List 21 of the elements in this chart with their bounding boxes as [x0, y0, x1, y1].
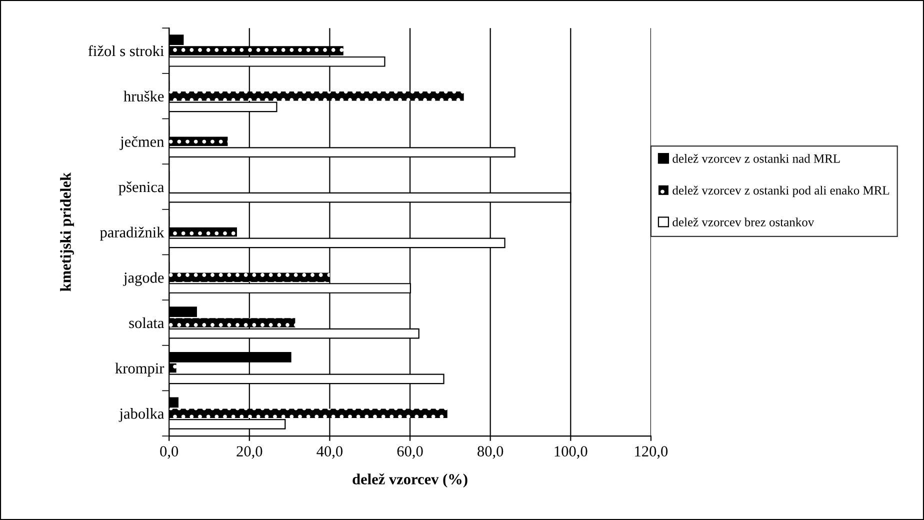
x-tick-label: 120,0: [635, 446, 668, 459]
y-tick-label: fižol s stroki: [88, 45, 164, 56]
y-tick-label: hruške: [124, 90, 164, 102]
x-tick-label: 80,0: [478, 446, 504, 459]
y-tick-label: ječmen: [120, 136, 164, 150]
y-tick-label: paradižnik: [100, 226, 164, 241]
legend-label: delež vzorcev z ostanki nad MRL: [672, 154, 840, 163]
x-tick-label: 40,0: [316, 446, 342, 459]
legend-label: delež vzorcev brez ostankov: [672, 218, 814, 226]
y-tick-label: jabolka: [118, 408, 164, 422]
y-tick-label: jagode: [123, 272, 164, 286]
x-tick-label: 0,0: [160, 446, 178, 459]
x-tick-label: 20,0: [236, 446, 262, 459]
y-tick-label: pšenica: [118, 181, 164, 196]
y-tick-label: krompir: [115, 362, 164, 377]
x-tick-label: 100,0: [554, 446, 588, 459]
x-axis-title: delež vzorcev (%): [352, 473, 468, 488]
legend-label: delež vzorcev z ostanki pod ali enako MRL: [672, 186, 890, 198]
x-tick-label: 60,0: [397, 446, 423, 459]
y-axis-title: kmetijski pridelek: [60, 172, 74, 292]
y-tick-label: solata: [129, 317, 164, 328]
